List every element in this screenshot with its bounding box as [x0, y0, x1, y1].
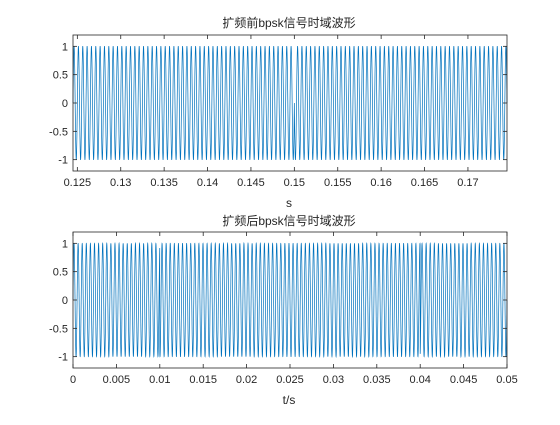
x-tick-label: 0.155 — [324, 177, 352, 189]
x-tick-label: 0.025 — [276, 374, 304, 386]
x-tick-label: 0.13 — [110, 177, 131, 189]
x-tick-label: 0.04 — [409, 374, 430, 386]
x-tick-label: 0 — [70, 374, 76, 386]
x-axis-label: s — [286, 196, 292, 210]
x-axis-label: t/s — [283, 393, 296, 407]
x-tick-label: 0.05 — [496, 374, 517, 386]
x-tick-label: 0.035 — [363, 374, 391, 386]
x-tick-label: 0.005 — [103, 374, 131, 386]
x-tick-label: 0.02 — [236, 374, 257, 386]
x-tick-label: 0.165 — [411, 177, 439, 189]
y-tick-label: 0 — [62, 295, 68, 307]
x-tick-label: 0.17 — [457, 177, 478, 189]
y-tick-label: 1 — [62, 238, 68, 250]
y-tick-label: 0 — [62, 98, 68, 110]
subplot-after-spread: 扩频后bpsk信号时域波形 0 0.005 0.01 0.015 0.02 0.025 0.… — [49, 214, 518, 407]
y-tick-label: -0.5 — [49, 126, 68, 138]
x-tick-label: 0.045 — [450, 374, 478, 386]
y-tick-label: 0.5 — [53, 70, 68, 82]
subplot-before-spread: 扩频前bpsk信号时域波形 0.125 0.13 0.135 0.14 0.145 0.1… — [49, 15, 508, 210]
y-tick-label: -1 — [58, 155, 68, 167]
chart-title: 扩频前bpsk信号时域波形 — [222, 15, 355, 30]
series-line — [72, 241, 508, 359]
axes-box — [72, 231, 508, 369]
x-tick-label: 0.16 — [370, 177, 391, 189]
x-tick-label: 0.015 — [189, 374, 217, 386]
y-tick-label: 1 — [62, 41, 68, 53]
x-tick-label: 0.125 — [64, 177, 92, 189]
y-tick-label: -1 — [58, 352, 68, 364]
y-tick-label: 0.5 — [53, 267, 68, 279]
x-tick-label: 0.03 — [323, 374, 344, 386]
x-tick-label: 0.15 — [284, 177, 305, 189]
y-tick-label: -0.5 — [49, 323, 68, 335]
axes-box — [72, 34, 508, 172]
chart-title: 扩频后bpsk信号时域波形 — [222, 214, 355, 228]
x-tick-label: 0.145 — [237, 177, 265, 189]
x-tick-label: 0.14 — [197, 177, 218, 189]
series-line — [72, 46, 508, 160]
x-tick-label: 0.135 — [150, 177, 178, 189]
x-tick-label: 0.01 — [149, 374, 170, 386]
